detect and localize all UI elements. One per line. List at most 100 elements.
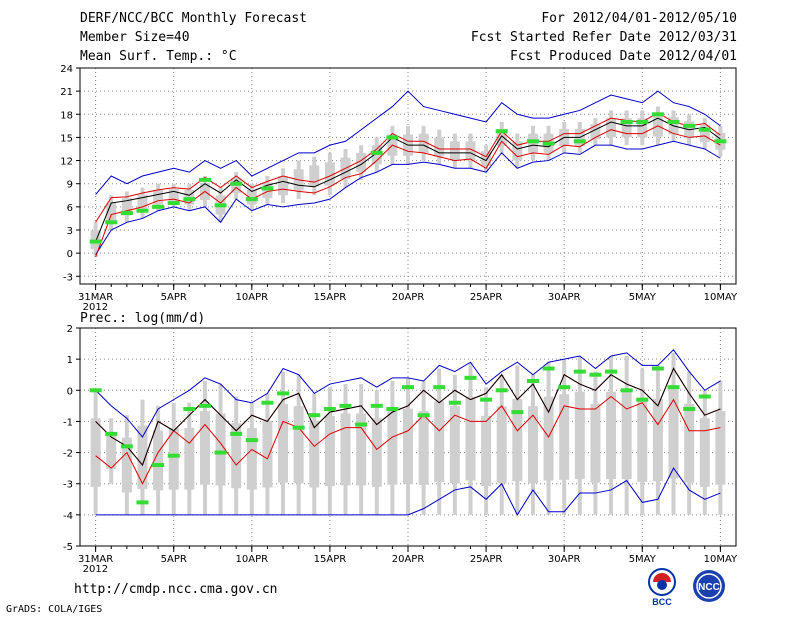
bcc-logo: BCC — [648, 568, 676, 606]
ncc-logo: NCC — [693, 570, 725, 602]
chart-title: DERF/NCC/BCC Monthly Forecast — [80, 11, 307, 26]
x-tick-label: 2012 — [83, 564, 108, 575]
y-tick-label: 18 — [60, 110, 73, 121]
box-body — [90, 418, 101, 487]
x-tick-label: 5APR — [161, 554, 187, 565]
obs-marker — [714, 139, 727, 144]
obs-marker — [277, 391, 290, 396]
obs-marker — [417, 413, 430, 418]
series-p25 — [95, 125, 721, 258]
obs-marker — [339, 403, 352, 408]
obs-marker — [89, 388, 102, 393]
y-tick-label: 6 — [67, 203, 73, 214]
x-tick-label: 25APR — [470, 292, 503, 303]
box-body — [434, 137, 445, 157]
box-body — [449, 406, 460, 484]
obs-marker — [433, 385, 446, 390]
y-tick-label: 21 — [60, 87, 73, 98]
x-tick-label: 31MAR — [78, 292, 113, 303]
obs-marker — [448, 400, 461, 405]
box-body — [481, 415, 492, 487]
series-min — [95, 467, 721, 516]
grads-credit: GrADS: COLA/IGES — [6, 604, 103, 615]
box-body — [199, 411, 210, 485]
obs-marker — [152, 463, 165, 468]
box-body — [465, 396, 476, 481]
obs-marker — [495, 129, 508, 134]
box-body — [121, 437, 132, 493]
box-body — [293, 406, 304, 484]
box-body — [543, 396, 554, 481]
obs-marker — [402, 385, 414, 390]
obs-marker — [136, 208, 149, 213]
obs-marker — [511, 410, 524, 415]
obs-marker — [683, 406, 696, 411]
box-body — [309, 420, 320, 488]
obs-marker — [464, 375, 477, 380]
obs-marker — [89, 239, 102, 244]
y-tick-label: 15 — [60, 133, 73, 144]
obs-marker — [667, 120, 680, 124]
box-body — [418, 411, 429, 485]
y-tick-label: -3 — [63, 480, 73, 491]
box-body — [168, 188, 179, 202]
x-tick-label: 15APR — [314, 292, 347, 303]
box-body — [512, 141, 523, 161]
box-body — [278, 403, 289, 483]
box-body — [637, 118, 648, 138]
box-body — [356, 152, 367, 173]
obs-marker — [261, 186, 274, 191]
y-tick-label: 2 — [67, 324, 73, 335]
obs-marker — [323, 406, 336, 411]
y-tick-label: -4 — [63, 511, 73, 522]
started-date: Fcst Started Refer Date 2012/03/31 — [470, 30, 737, 45]
box-body — [106, 433, 117, 469]
y-tick-label: 0 — [67, 386, 73, 397]
obs-marker — [386, 135, 399, 140]
box-body — [496, 406, 507, 484]
box-body — [137, 194, 148, 212]
obs-marker — [542, 141, 555, 146]
y-tick-label: 12 — [60, 157, 73, 168]
box-body — [418, 133, 429, 153]
obs-marker — [152, 204, 165, 209]
bcc-logo-text: BCC — [652, 597, 672, 606]
x-tick-label: 20APR — [392, 554, 425, 565]
obs-marker — [651, 112, 664, 117]
obs-marker — [308, 413, 321, 418]
x-tick-label: 2012 — [83, 302, 108, 313]
obs-marker — [386, 406, 399, 411]
obs-marker — [292, 425, 305, 430]
x-tick-label: 10APR — [236, 554, 269, 565]
series-p25 — [95, 395, 721, 485]
obs-marker — [370, 150, 383, 155]
box-body — [481, 151, 492, 167]
box-body — [231, 423, 242, 489]
obs-marker — [683, 123, 696, 128]
obs-marker — [542, 366, 555, 371]
obs-marker — [526, 378, 539, 383]
obs-marker — [620, 388, 633, 393]
box-body — [606, 118, 617, 138]
box-body — [715, 411, 726, 485]
y-tick-label: 24 — [60, 64, 73, 75]
obs-marker — [183, 406, 196, 411]
series-min — [95, 140, 721, 255]
box-body — [574, 391, 585, 480]
ncc-logo-text: NCC — [698, 582, 720, 593]
box-body — [403, 408, 413, 485]
x-tick-label: 25APR — [470, 554, 503, 565]
obs-marker — [105, 431, 118, 436]
obs-marker — [261, 400, 274, 405]
y-tick-label: 9 — [67, 180, 73, 191]
box-body — [434, 401, 445, 482]
box-body — [527, 406, 538, 484]
footer-url[interactable]: http://cmdp.ncc.cma.gov.cn — [74, 582, 278, 597]
box-body — [387, 411, 398, 485]
obs-marker — [636, 120, 649, 124]
obs-marker — [526, 139, 539, 144]
box-body — [606, 391, 617, 480]
obs-marker — [214, 450, 227, 455]
variable-label: Mean Surf. Temp.: °C — [80, 49, 237, 64]
